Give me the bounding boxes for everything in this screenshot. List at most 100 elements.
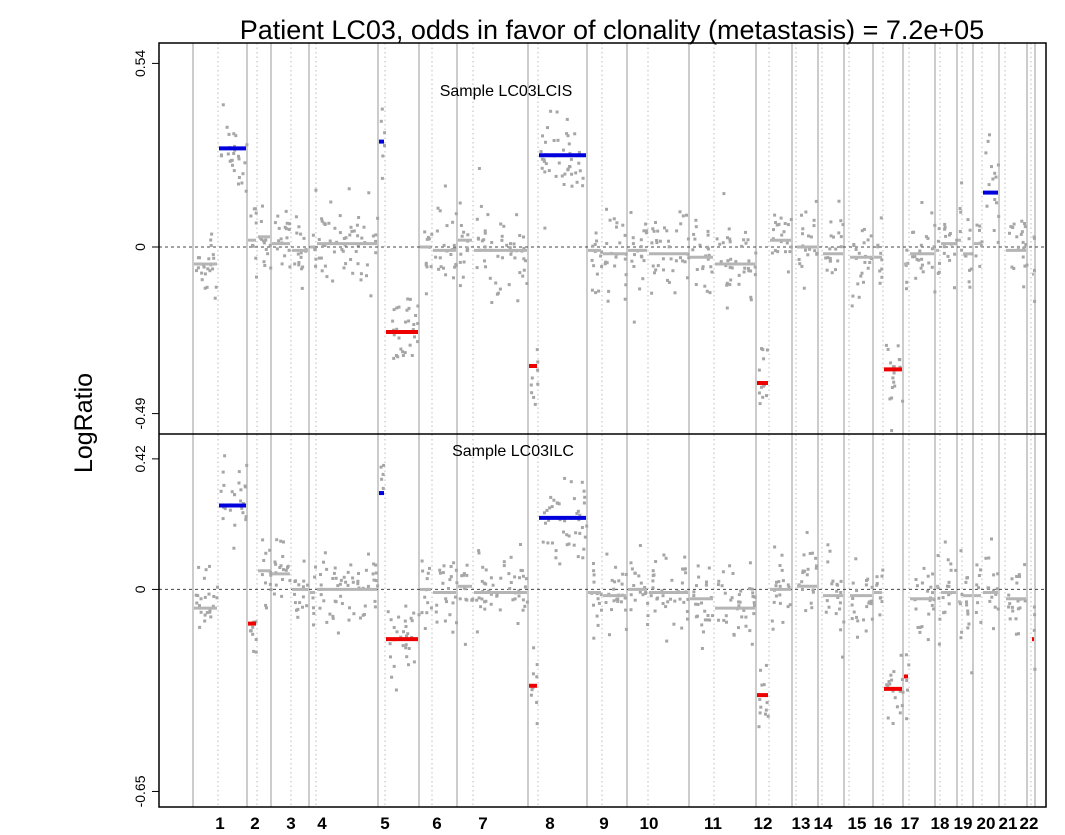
probe-point [651, 264, 655, 268]
probe-point [784, 250, 787, 254]
probe-point [241, 172, 245, 176]
probe-point [208, 564, 211, 568]
probe-point [888, 682, 892, 686]
probe-point [880, 267, 884, 271]
probe-point [1016, 599, 1020, 603]
probe-point [233, 493, 237, 497]
probe-point [302, 579, 306, 583]
probe-point [777, 222, 781, 226]
probe-point [732, 633, 736, 637]
plot-frame [158, 42, 1047, 808]
probe-point [995, 201, 998, 205]
probe-point [374, 251, 378, 255]
probe-point [703, 609, 707, 613]
probe-point [376, 216, 380, 220]
probe-point [670, 578, 674, 582]
probe-point [346, 570, 350, 574]
probe-point [813, 249, 817, 253]
probe-point [407, 319, 411, 323]
probe-point [667, 280, 671, 284]
probe-point [317, 256, 321, 260]
probe-point [322, 599, 326, 603]
probe-point [804, 248, 807, 252]
probe-point [878, 281, 882, 285]
probe-point [254, 221, 258, 225]
probe-point [597, 289, 601, 293]
probe-point [595, 614, 599, 618]
probe-point [453, 595, 457, 599]
probe-point [868, 600, 872, 604]
probe-point [900, 704, 904, 708]
probe-point [435, 229, 439, 233]
probe-point [225, 125, 229, 129]
probe-point [610, 578, 614, 582]
probe-point [325, 275, 329, 279]
probe-point [552, 139, 556, 142]
probe-point [300, 286, 304, 290]
probe-point [539, 150, 543, 154]
probe-point [282, 568, 285, 572]
probe-point [490, 301, 494, 304]
probe-point [438, 568, 442, 572]
probe-point [284, 568, 288, 572]
probe-point [937, 642, 941, 646]
probe-point [507, 572, 511, 576]
probe-point [772, 228, 775, 232]
probe-point [404, 625, 408, 628]
probe-point [342, 575, 346, 579]
probe-point [1033, 236, 1036, 240]
probe-point [231, 163, 234, 167]
probe-point [518, 576, 521, 580]
probe-point [269, 570, 273, 574]
probe-point [392, 333, 396, 337]
probe-point [454, 568, 458, 572]
probe-point [251, 243, 254, 247]
probe-point [209, 244, 213, 247]
probe-point [737, 626, 740, 630]
probe-point [489, 592, 493, 596]
probe-point [974, 254, 978, 258]
probe-point [893, 384, 897, 388]
probe-point [540, 166, 544, 170]
probe-point [789, 245, 793, 249]
probe-point [644, 222, 648, 226]
probe-point [381, 486, 385, 490]
probe-point [207, 592, 211, 596]
probe-point [725, 306, 729, 310]
probe-point [535, 701, 539, 704]
probe-point [730, 596, 734, 600]
probe-point [329, 200, 333, 204]
probe-point [838, 607, 842, 611]
probe-point [917, 258, 921, 262]
probe-point [518, 271, 522, 275]
probe-point [801, 232, 804, 236]
probe-point [926, 589, 930, 593]
probe-point [914, 276, 918, 280]
probe-point [301, 595, 305, 599]
probe-point [412, 611, 416, 615]
probe-point [582, 501, 586, 505]
probe-point [273, 221, 277, 225]
probe-point [513, 597, 517, 601]
probe-point [761, 348, 765, 352]
probe-point [297, 583, 301, 587]
probe-point [890, 386, 894, 389]
probe-point [435, 620, 439, 624]
probe-point [614, 255, 618, 259]
probe-point [812, 218, 816, 222]
probe-point [651, 574, 655, 578]
probe-point [898, 711, 902, 715]
probe-point [829, 220, 833, 224]
probe-point [1018, 575, 1021, 578]
probe-point [850, 304, 854, 308]
probe-point [515, 213, 519, 217]
probe-point [651, 579, 655, 583]
probe-point [424, 292, 428, 296]
probe-point [1009, 225, 1013, 229]
probe-point [406, 297, 410, 301]
probe-point [886, 683, 890, 687]
probe-point [483, 600, 487, 604]
probe-point [255, 275, 258, 279]
probe-point [222, 483, 226, 487]
probe-point [512, 242, 516, 246]
